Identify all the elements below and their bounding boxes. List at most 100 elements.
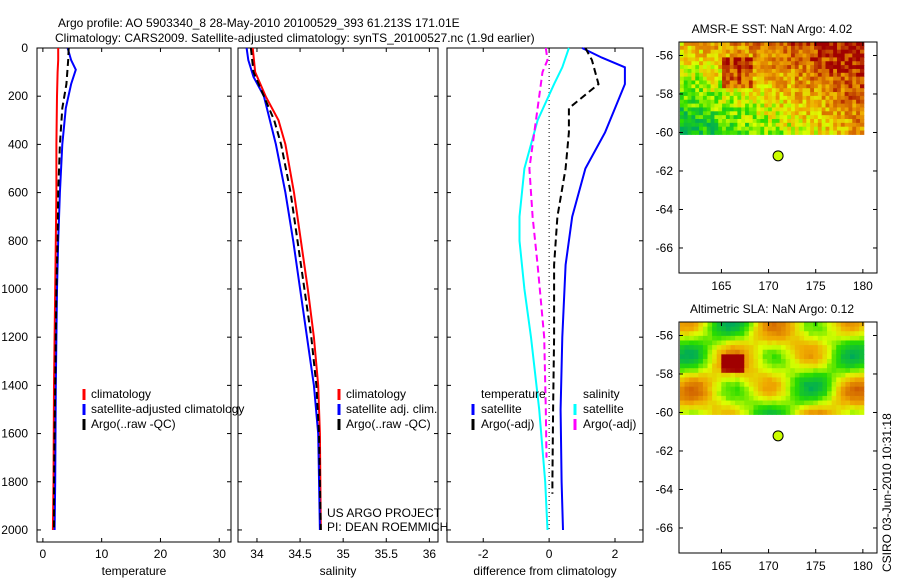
heatmap-cell — [756, 53, 761, 58]
heatmap-cell — [748, 377, 754, 383]
heatmap-cell — [783, 80, 788, 85]
heatmap-cell — [854, 395, 860, 402]
heatmap-cell — [756, 68, 761, 74]
heatmap-cell — [776, 349, 782, 355]
heatmap-cell — [781, 345, 787, 351]
heatmap-cell — [806, 126, 811, 132]
heatmap-cell — [687, 95, 692, 101]
heatmap-cell — [845, 349, 851, 355]
heatmap-cell — [840, 92, 846, 97]
heatmap-cell — [748, 400, 754, 406]
heatmap-cell — [683, 115, 689, 120]
heatmap-cell — [783, 84, 788, 89]
heatmap-cell — [679, 326, 686, 332]
heatmap-cell — [817, 122, 823, 128]
heatmap-cell — [722, 45, 727, 51]
heatmap-cell — [806, 103, 811, 108]
heatmap-cell — [722, 72, 727, 78]
heatmap-cell — [840, 76, 846, 81]
heatmap-cell — [721, 400, 727, 406]
heatmap-cell — [756, 99, 761, 105]
heatmap-cell — [802, 99, 807, 105]
heatmap-cell — [829, 115, 834, 120]
heatmap-cell — [752, 88, 758, 93]
heatmap-cell — [764, 92, 769, 97]
heatmap-cell — [737, 84, 742, 89]
heatmap-cell — [725, 326, 732, 332]
heatmap-cell — [840, 358, 846, 365]
heatmap-cell — [725, 76, 731, 81]
heatmap-cell — [817, 340, 823, 346]
heatmap-cell — [798, 72, 804, 78]
heatmap-cell — [768, 53, 773, 58]
heatmap-cell — [829, 126, 834, 132]
heatmap-cell — [714, 119, 719, 124]
heatmap-cell — [794, 386, 800, 392]
heatmap-cell — [831, 400, 837, 406]
heatmap-cell — [725, 49, 731, 55]
heatmap-cell — [799, 382, 805, 388]
heatmap-cell — [725, 107, 731, 112]
heatmap-cell — [725, 80, 731, 85]
series-line-salinity-satellite — [518, 47, 570, 531]
heatmap-cell — [758, 335, 764, 341]
heatmap-cell — [821, 45, 826, 51]
heatmap-cell — [771, 331, 777, 337]
heatmap-cell — [790, 405, 796, 411]
heatmap-cell — [806, 111, 811, 116]
heatmap-cell — [706, 119, 712, 124]
heatmap-cell — [791, 65, 796, 70]
heatmap-cell — [804, 335, 810, 341]
heatmap-cell — [721, 372, 727, 378]
heatmap-cell — [827, 400, 833, 406]
heatmap-cell — [730, 345, 736, 351]
heatmap-cell — [702, 382, 709, 388]
heatmap-cell — [814, 49, 819, 55]
heatmap-cell — [771, 92, 777, 97]
heatmap-cell — [781, 340, 787, 346]
heatmap-cell — [716, 340, 722, 346]
heatmap-cell — [710, 88, 715, 93]
heatmap-cell — [737, 92, 742, 97]
heatmap-cell — [698, 345, 704, 351]
heatmap-cell — [744, 326, 750, 332]
heatmap-cell — [702, 88, 708, 93]
heatmap-cell — [854, 322, 860, 328]
heatmap-cell — [829, 49, 834, 55]
heatmap-cell — [790, 377, 796, 383]
heatmap-cell — [689, 354, 695, 360]
heatmap-cell — [804, 400, 810, 406]
heatmap-cell — [739, 326, 745, 332]
heatmap-cell — [808, 391, 814, 397]
heatmap-cell — [745, 72, 750, 78]
y-tick-label: -66 — [656, 521, 674, 535]
heatmap-cell — [840, 331, 846, 337]
heatmap-cell — [729, 119, 735, 124]
heatmap-cell — [725, 111, 731, 116]
heatmap-cell — [745, 68, 750, 74]
heatmap-cell — [829, 68, 834, 74]
heatmap-cell — [706, 65, 712, 70]
heatmap-cell — [718, 57, 723, 62]
heatmap-cell — [753, 405, 759, 411]
heatmap-cell — [845, 395, 851, 402]
heatmap-cell — [748, 119, 754, 124]
heatmap-cell — [840, 88, 846, 93]
heatmap-cell — [783, 61, 788, 66]
heatmap-cell — [806, 76, 811, 81]
heatmap-cell — [785, 349, 791, 355]
heatmap-cell — [722, 68, 727, 74]
heatmap-cell — [831, 395, 837, 402]
heatmap-cell — [758, 372, 764, 378]
heatmap-cell — [806, 84, 811, 89]
heatmap-cell — [718, 126, 723, 132]
heatmap-cell — [744, 391, 750, 397]
heatmap-cell — [687, 92, 692, 97]
heatmap-cell — [729, 130, 735, 135]
heatmap-cell — [798, 92, 804, 97]
heatmap-cell — [791, 99, 796, 105]
heatmap-cell — [787, 72, 792, 78]
heatmap-cell — [822, 335, 828, 341]
heatmap-cell — [768, 130, 773, 135]
heatmap-cell — [745, 76, 750, 81]
